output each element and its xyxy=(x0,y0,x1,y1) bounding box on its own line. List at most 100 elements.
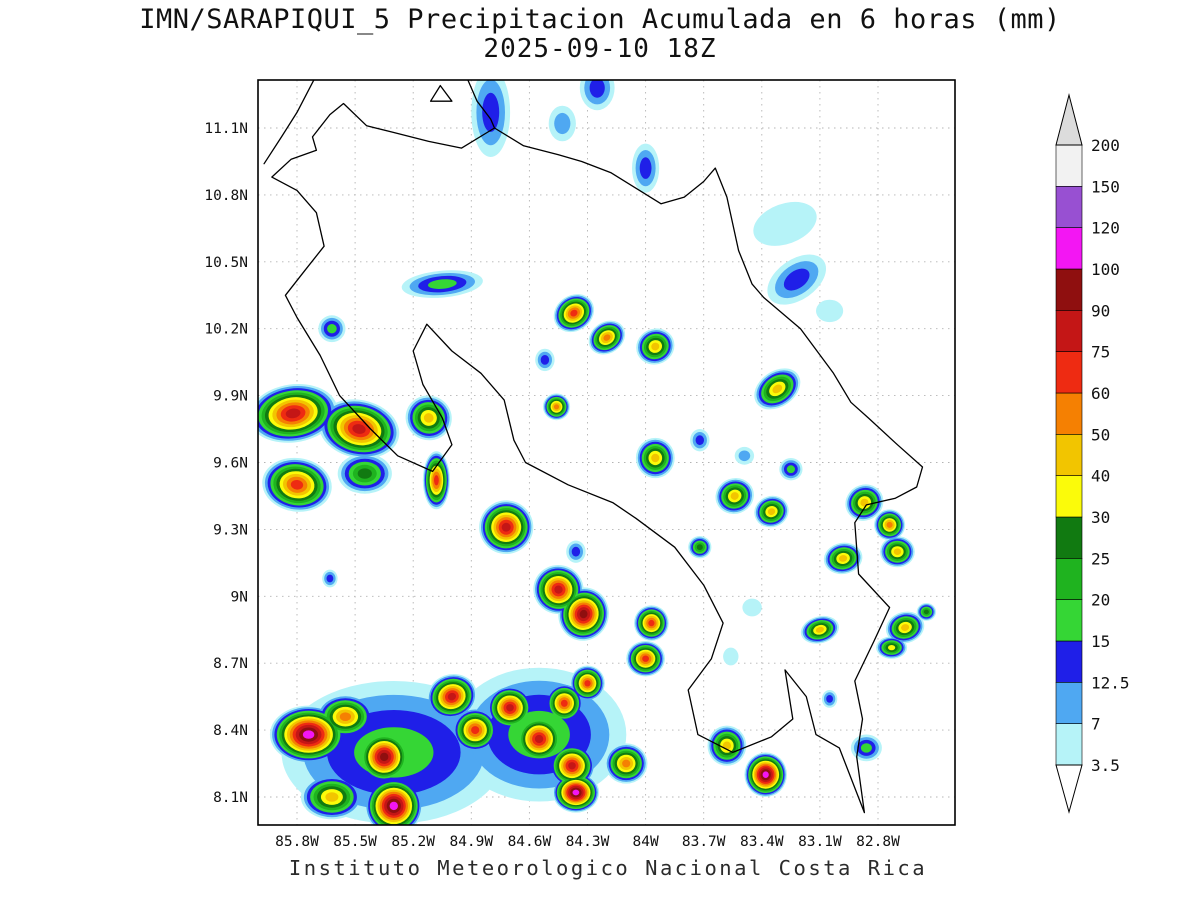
precip-contour xyxy=(482,92,500,132)
colorbar-label: 90 xyxy=(1091,301,1110,320)
precip-contour xyxy=(553,404,560,410)
colorbar-segment xyxy=(1055,599,1083,642)
precip-contour xyxy=(901,624,910,631)
precip-contour xyxy=(762,771,769,778)
colorbar-segment xyxy=(1055,186,1083,228)
lon-tick-label: 82.8W xyxy=(856,834,900,850)
colorbar-segment xyxy=(1055,640,1083,683)
precip-contour xyxy=(742,598,762,617)
precip-contour xyxy=(642,655,649,662)
lon-tick-label: 84W xyxy=(632,834,658,850)
colorbar-segment xyxy=(1055,227,1083,270)
precip-contour xyxy=(651,342,660,351)
colorbar-label: 50 xyxy=(1091,425,1110,444)
precip-contour xyxy=(893,548,902,555)
precip-contour xyxy=(506,704,514,712)
precip-contour xyxy=(923,609,929,615)
precip-contour xyxy=(738,450,751,462)
lat-tick-label: 8.7N xyxy=(213,656,248,672)
colorbar-arrow-over xyxy=(1055,93,1083,146)
lake-nicaragua-shoreline xyxy=(467,80,496,129)
colorbar-label: 200 xyxy=(1091,136,1120,155)
precip-contour xyxy=(786,465,795,474)
precip-contour xyxy=(534,734,544,744)
lat-tick-label: 11.1N xyxy=(204,121,248,137)
lat-tick-label: 10.5N xyxy=(204,255,248,271)
colorbar-segment xyxy=(1055,351,1083,394)
precip-contour xyxy=(560,699,568,707)
precip-contour xyxy=(860,743,872,753)
colorbar-segment xyxy=(1055,557,1083,600)
colorbar-label: 20 xyxy=(1091,591,1110,610)
precip-contour xyxy=(816,299,844,323)
lon-tick-label: 83.4W xyxy=(740,834,784,850)
lon-tick-label: 85.5W xyxy=(333,834,377,850)
colorbar-segment xyxy=(1055,433,1083,476)
lat-tick-label: 8.4N xyxy=(213,723,248,739)
precip-contour xyxy=(723,647,739,666)
precip-contour xyxy=(839,555,848,562)
precip-contour xyxy=(696,544,703,551)
precip-contour xyxy=(471,726,480,735)
precip-contour xyxy=(589,80,605,98)
precip-contour xyxy=(648,619,655,627)
precip-contour xyxy=(579,609,588,619)
colorbar-segment xyxy=(1055,309,1083,352)
plot-datetime: 2025-09-10 18Z xyxy=(483,34,717,64)
colorbar-segment xyxy=(1055,144,1083,187)
precip-contour xyxy=(501,522,511,532)
precipitation-layer xyxy=(258,80,937,825)
colorbar: 3.5 7 12.5 15 20 25 30 40 50 60 75 90 100 120 150 200 xyxy=(1055,93,1130,814)
colorbar-label: 120 xyxy=(1091,219,1120,238)
lat-tick-label: 9.3N xyxy=(213,522,248,538)
precip-contour xyxy=(285,408,301,419)
precip-contour xyxy=(622,759,631,768)
precip-contour xyxy=(380,752,389,762)
precip-contour xyxy=(423,413,434,423)
precip-contour xyxy=(570,309,578,317)
precip-contour xyxy=(290,479,304,490)
precip-contour xyxy=(730,492,739,500)
precip-contour xyxy=(427,279,457,289)
precip-contour xyxy=(753,201,817,246)
precip-contour xyxy=(767,508,776,515)
precip-contour xyxy=(651,453,660,463)
colorbar-label: 7 xyxy=(1091,715,1101,734)
precip-contour xyxy=(357,468,372,479)
lat-tick-label: 9N xyxy=(231,589,248,605)
colorbar-segment xyxy=(1055,723,1083,766)
precip-contour xyxy=(339,712,351,721)
precip-contour xyxy=(447,692,457,701)
precip-contour xyxy=(571,546,581,557)
colorbar-segment xyxy=(1055,681,1083,724)
lat-tick-label: 8.1N xyxy=(213,790,248,806)
colorbar-label: 75 xyxy=(1091,343,1110,362)
lon-tick-label: 84.3W xyxy=(566,834,610,850)
coastline-layer xyxy=(263,80,924,814)
lat-tick-label: 10.2N xyxy=(204,322,248,338)
colorbar-label: 40 xyxy=(1091,467,1110,486)
colorbar-segment xyxy=(1055,475,1083,518)
colorbar-label: 60 xyxy=(1091,384,1110,403)
precip-contour xyxy=(639,157,652,179)
colorbar-label: 12.5 xyxy=(1091,673,1130,692)
precip-contour xyxy=(783,268,810,291)
precip-contour xyxy=(389,801,398,811)
precip-contour xyxy=(540,355,550,365)
precip-contour xyxy=(772,384,783,394)
precip-contour xyxy=(815,626,824,633)
plot-border xyxy=(257,79,956,826)
colorbar-label: 15 xyxy=(1091,632,1110,651)
precip-contour xyxy=(603,334,611,341)
precip-contour xyxy=(572,789,580,796)
colorbar-label: 150 xyxy=(1091,177,1120,196)
colorbar-label: 30 xyxy=(1091,508,1110,527)
lon-tick-label: 83.1W xyxy=(798,834,842,850)
lon-tick-label: 85.2W xyxy=(391,834,435,850)
precip-contour xyxy=(325,792,339,802)
precip-contour xyxy=(695,435,704,446)
costa-rica-coastline xyxy=(271,102,924,814)
colorbar-segment xyxy=(1055,392,1083,435)
